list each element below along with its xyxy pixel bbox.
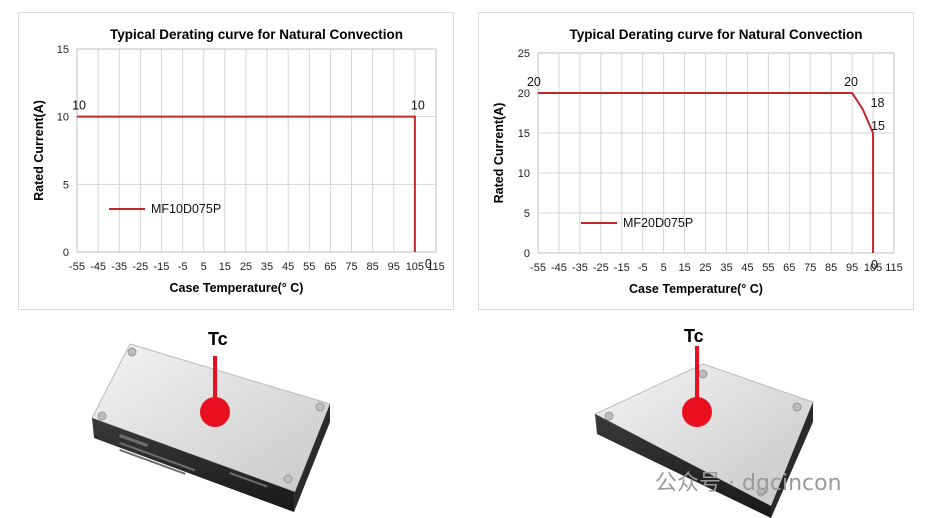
y-tick-label: 10 <box>57 112 69 124</box>
data-label: 0 <box>425 257 432 271</box>
y-axis-title: Rated Current(A) <box>32 100 46 201</box>
x-axis-title: Case Temperature(° C) <box>629 282 763 296</box>
x-tick-label: -5 <box>178 261 188 273</box>
x-axis-title: Case Temperature(° C) <box>170 281 304 295</box>
module-right-side <box>771 402 813 518</box>
y-tick-label: 20 <box>518 88 530 100</box>
screw-icon <box>792 402 802 412</box>
screw-icon <box>127 347 137 357</box>
x-tick-label: 45 <box>741 262 753 274</box>
screw-icon <box>97 411 107 421</box>
tc-label-left: Tc <box>208 329 228 349</box>
screw-icon <box>283 474 293 484</box>
x-tick-label: 105 <box>406 261 424 273</box>
x-tick-label: -55 <box>530 262 546 274</box>
tc-marker-dot <box>200 397 230 427</box>
x-tick-label: -45 <box>551 262 567 274</box>
x-tick-label: 95 <box>846 262 858 274</box>
y-tick-label: 5 <box>524 208 530 220</box>
chart-title: Typical Derating curve for Natural Conve… <box>569 27 862 42</box>
x-tick-label: -25 <box>132 261 148 273</box>
y-tick-label: 5 <box>63 179 69 191</box>
x-tick-label: 105 <box>864 262 882 274</box>
x-tick-label: 85 <box>367 261 379 273</box>
x-tick-label: 65 <box>783 262 795 274</box>
derating-chart-mf10: Typical Derating curve for Natural Conve… <box>18 12 454 310</box>
y-tick-label: 25 <box>518 48 530 60</box>
plot-frame <box>76 48 437 253</box>
y-tick-label: 15 <box>518 128 530 140</box>
x-tick-label: -25 <box>593 262 609 274</box>
x-tick-label: 45 <box>282 261 294 273</box>
module-photo-left: Tc <box>91 329 331 512</box>
plot-frame <box>537 52 895 254</box>
module-printed-marking <box>118 433 268 488</box>
legend-label: MF10D075P <box>151 202 221 216</box>
module-photo-right: Tc 公众号 · dgcincon <box>593 326 842 518</box>
data-label: 18 <box>871 96 885 110</box>
screw-icon <box>604 411 614 421</box>
x-tick-label: 75 <box>804 262 816 274</box>
module-front-side <box>92 418 295 512</box>
watermark-text: 公众号 · dgcincon <box>655 471 842 496</box>
x-tick-label: 35 <box>261 261 273 273</box>
series-line <box>77 115 416 252</box>
data-label: 10 <box>411 99 425 113</box>
data-label: 10 <box>72 99 86 113</box>
x-tick-label: 5 <box>201 261 207 273</box>
y-tick-label: 15 <box>57 44 69 56</box>
x-tick-label: -35 <box>111 261 127 273</box>
x-tick-label: -15 <box>614 262 630 274</box>
x-tick-label: 85 <box>825 262 837 274</box>
y-tick-label: 10 <box>518 168 530 180</box>
x-tick-label: 25 <box>699 262 711 274</box>
x-tick-label: 95 <box>388 261 400 273</box>
y-axis-title: Rated Current(A) <box>492 103 506 204</box>
x-tick-label: 15 <box>219 261 231 273</box>
x-tick-label: -5 <box>638 262 648 274</box>
data-label: 15 <box>871 119 885 133</box>
y-tick-label: 0 <box>63 247 69 259</box>
x-tick-label: 15 <box>678 262 690 274</box>
x-tick-label: -15 <box>154 261 170 273</box>
x-tick-label: 35 <box>720 262 732 274</box>
x-tick-label: 5 <box>661 262 667 274</box>
legend-label: MF20D075P <box>623 216 693 230</box>
x-tick-label: -35 <box>572 262 588 274</box>
chart-svg-1: Typical Derating curve for Natural Conve… <box>32 27 445 295</box>
tc-marker-dot <box>682 397 712 427</box>
y-tick-label: 0 <box>524 248 530 260</box>
x-tick-label: 75 <box>345 261 357 273</box>
x-tick-label: -55 <box>69 261 85 273</box>
x-tick-label: 115 <box>427 261 445 273</box>
x-tick-label: 55 <box>762 262 774 274</box>
derating-chart-mf20: Typical Derating curve for Natural Conve… <box>478 12 914 310</box>
screw-icon <box>756 487 766 497</box>
x-tick-label: 25 <box>240 261 252 273</box>
tc-label-right: Tc <box>684 326 704 346</box>
x-tick-label: 65 <box>324 261 336 273</box>
chart-title: Typical Derating curve for Natural Conve… <box>110 27 403 42</box>
x-tick-label: -45 <box>90 261 106 273</box>
x-tick-label: 115 <box>885 262 903 274</box>
chart-svg-2: Typical Derating curve for Natural Conve… <box>492 27 903 296</box>
data-label: 20 <box>844 75 858 89</box>
screw-icon <box>315 402 325 412</box>
data-label: 20 <box>527 75 541 89</box>
module-right-side <box>294 404 330 512</box>
series-line <box>538 92 875 253</box>
module-front-side <box>595 414 771 518</box>
screw-icon <box>698 369 708 379</box>
x-tick-label: 55 <box>303 261 315 273</box>
data-label: 0 <box>871 258 878 272</box>
